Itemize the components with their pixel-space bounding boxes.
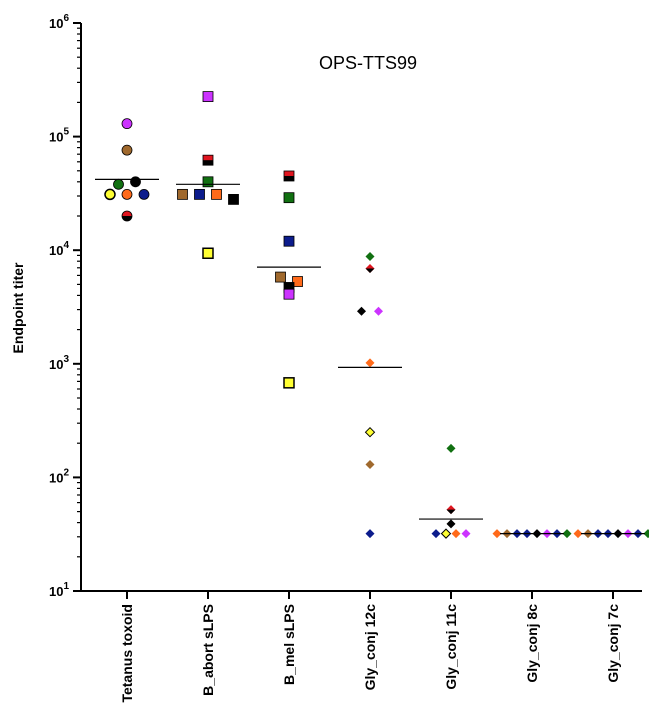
y-tick-label: 103 [49,354,69,372]
data-point [275,271,286,283]
data-point [446,443,456,453]
data-point [228,194,239,205]
data-point [283,170,295,182]
data-point [446,505,456,515]
data-points [104,91,649,539]
data-point [562,529,572,539]
geometric-mean-lines [95,178,645,535]
data-point [113,178,124,190]
x-axis: Tetanus toxoid B_abort sLPS B_mel sLPS Gly_… [81,590,642,703]
data-point [573,529,583,539]
data-point [121,210,133,222]
data-point [130,176,141,188]
data-point [283,377,295,389]
x-tick-label: Gly_conj 12c [362,604,378,691]
data-point [202,247,214,260]
data-point [492,529,502,539]
x-tick-label: Tetanus toxoid [119,604,135,703]
data-point [364,426,376,438]
data-point [283,288,295,300]
data-point [451,529,461,539]
data-point [121,144,133,156]
chart-title: OPS-TTS99 [319,53,417,73]
data-point [202,176,214,188]
data-point [292,276,303,287]
data-point [283,192,295,204]
data-point [138,188,150,200]
data-point [374,306,383,316]
data-point [202,154,214,166]
data-point [643,529,649,539]
y-tick-label: 104 [49,240,69,258]
y-axis-label: Endpoint titer [10,262,26,354]
data-point [357,306,366,316]
x-tick-label: B_abort sLPS [200,604,216,696]
y-tick-label: 102 [49,467,69,485]
y-tick-label: 101 [49,581,69,599]
data-point [365,358,375,368]
x-tick-label: B_mel sLPS [281,604,297,685]
x-tick-label: Gly_conj 11c [443,604,459,690]
data-point [365,459,375,469]
data-point [365,529,375,539]
x-tick-label: Gly_conj 7c [605,604,621,683]
x-tick-label: Gly_conj 8c [524,604,540,683]
data-point [202,91,214,102]
data-point [283,235,295,247]
y-tick-label: 105 [49,127,69,145]
data-point [365,264,375,274]
data-point [461,529,471,539]
data-point [194,188,205,200]
data-point [431,529,441,539]
data-point [440,528,452,539]
data-point [121,188,133,200]
data-point [121,118,133,130]
data-point [211,188,222,200]
data-point [104,188,116,201]
data-point [446,519,456,529]
y-tick-label: 106 [49,13,69,31]
y-axis: 101 102 103 104 105 106 [49,13,82,599]
data-point [177,188,188,200]
data-point [365,252,375,262]
